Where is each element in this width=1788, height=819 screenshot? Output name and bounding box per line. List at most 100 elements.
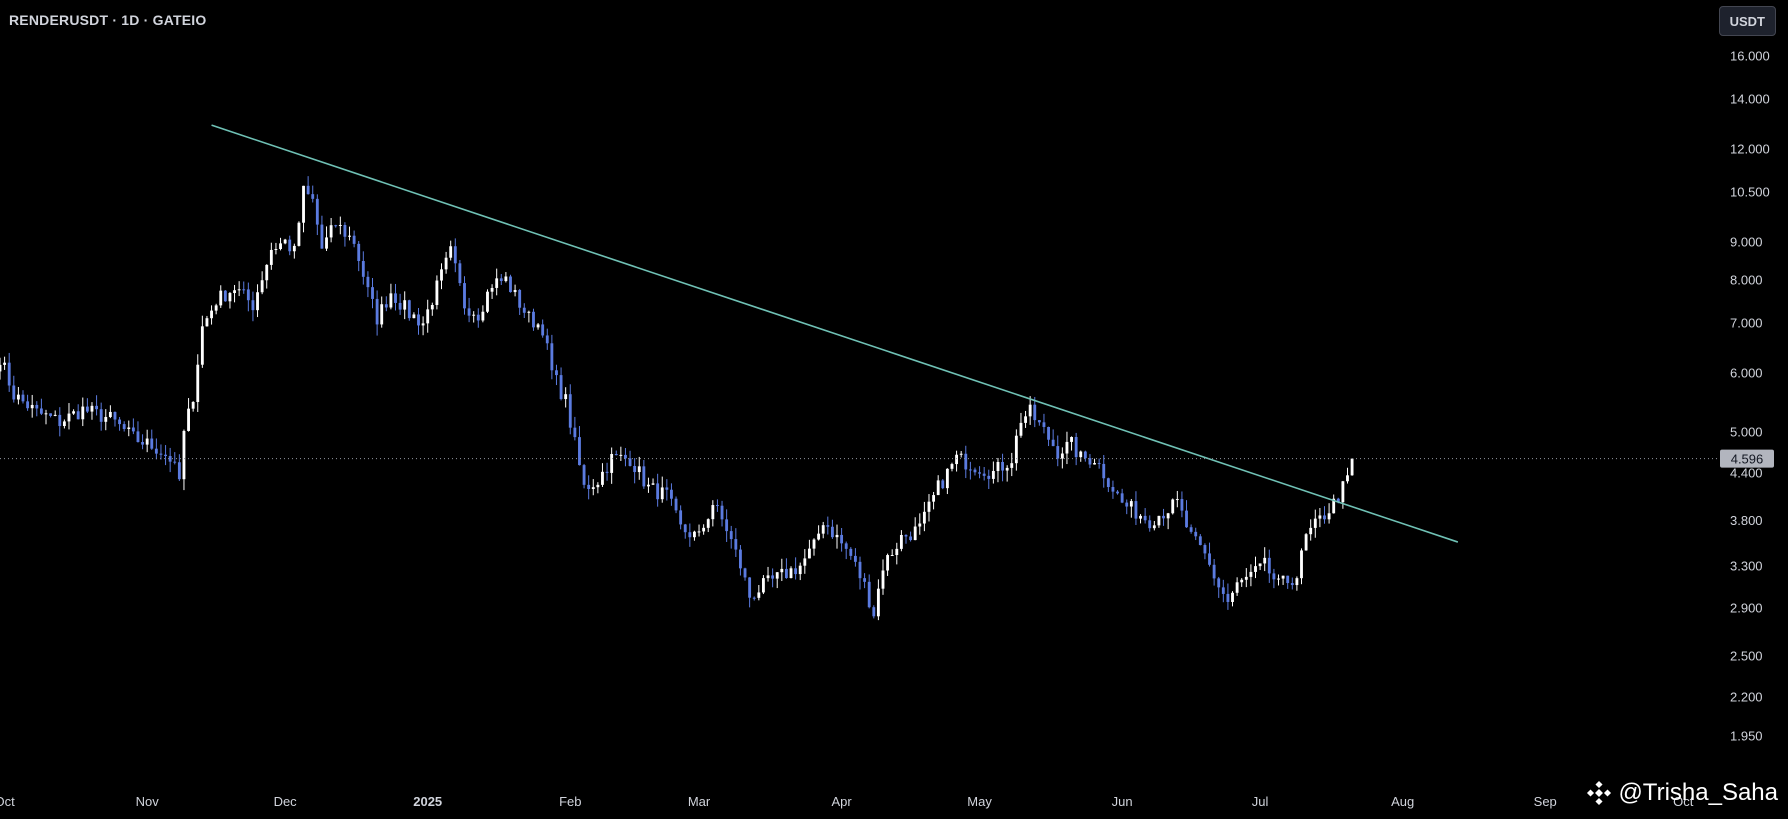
candle-body [978,472,981,474]
candle-body [918,523,922,527]
candle-body [656,483,660,500]
candle-body [329,225,333,238]
candle-body [665,487,669,490]
candle-body [1212,564,1216,579]
candle-body [205,318,209,327]
candle-body [127,427,131,429]
candle-body [1217,578,1221,588]
candle-body [366,276,370,288]
candle-body [58,414,62,427]
candle-body [706,519,710,528]
candle-body [85,406,89,412]
candle-body [739,549,742,569]
candle-body [601,471,604,485]
candle-body [693,531,696,538]
candle-body [251,300,255,311]
candle-body [325,237,328,249]
candle-body [1300,550,1303,579]
candle-body [513,289,517,293]
candle-body [1106,478,1110,488]
x-tick-label: Jun [1112,794,1133,809]
candle-body [660,487,664,500]
candle-body [1028,404,1032,417]
candle-body [269,249,273,265]
candle-body [1318,515,1322,519]
candle-body [1258,563,1262,567]
candle-body [1235,582,1239,593]
candle-body [1033,404,1037,421]
candle-body [136,431,140,443]
candle-body [1231,592,1234,602]
candle-body [1281,575,1285,579]
candle-body [1203,545,1207,554]
y-tick-label: 3.300 [1730,559,1763,574]
candle-body [941,480,945,489]
candle-body [67,413,71,422]
candle-body [444,257,448,270]
candle-body [688,532,692,538]
x-tick-label: Mar [688,794,711,809]
candle-body [761,578,765,593]
candle-body [1313,518,1317,528]
candle-body [964,453,968,470]
candle-body [817,533,821,540]
candle-body [76,411,80,420]
candle-body [1102,463,1106,479]
candle-body [233,290,236,294]
y-tick-label: 2.200 [1730,690,1763,705]
candle-body [219,290,223,306]
candle-body [853,555,857,562]
candle-body [49,413,53,416]
candle-body [164,454,167,457]
candle-body [1162,515,1165,519]
y-tick-label: 8.000 [1730,273,1763,288]
candle-body [890,555,894,557]
candle-body [858,561,862,579]
candle-body [472,314,476,316]
watermark: @Trisha_Saha [1586,779,1778,807]
candle-body [1350,458,1354,476]
candle-body [191,401,195,409]
candle-body [1010,463,1014,468]
candle-body [849,548,853,556]
candle-body [380,304,384,325]
candle-body [334,225,338,227]
candle-body [775,572,779,579]
candle-body [582,465,586,485]
candle-body [766,575,770,579]
candle-body [398,302,402,310]
candle-body [1152,525,1156,529]
candle-body [375,298,379,325]
candle-body [486,291,489,312]
candle-body [371,287,374,299]
candle-body [1088,458,1092,465]
candle-body [1116,491,1119,494]
candle-body [527,311,531,313]
y-tick-label: 1.950 [1730,729,1763,744]
currency-button[interactable]: USDT [1718,6,1776,36]
candle-body [784,568,788,579]
candle-body [637,466,641,473]
candle-body [596,484,600,488]
candle-body [21,394,25,402]
x-tick-label: Oct [1673,794,1694,809]
y-tick-label: 4.400 [1730,466,1763,481]
trendline [211,124,1459,543]
candle-body [803,558,807,566]
candle-body [1079,451,1083,458]
candle-body [955,454,959,465]
candle-body [1074,437,1078,458]
candle-body [1180,499,1184,511]
candle-body [973,469,977,473]
candle-body [830,526,834,538]
candle-body [196,364,200,402]
candle-body [670,489,673,499]
candle-body [591,487,595,489]
candle-body [1157,515,1161,526]
candle-body [430,304,434,310]
y-tick-label: 14.000 [1730,92,1770,107]
candle-body [1111,487,1115,492]
candle-body [1295,578,1299,586]
candle-body [274,249,278,251]
